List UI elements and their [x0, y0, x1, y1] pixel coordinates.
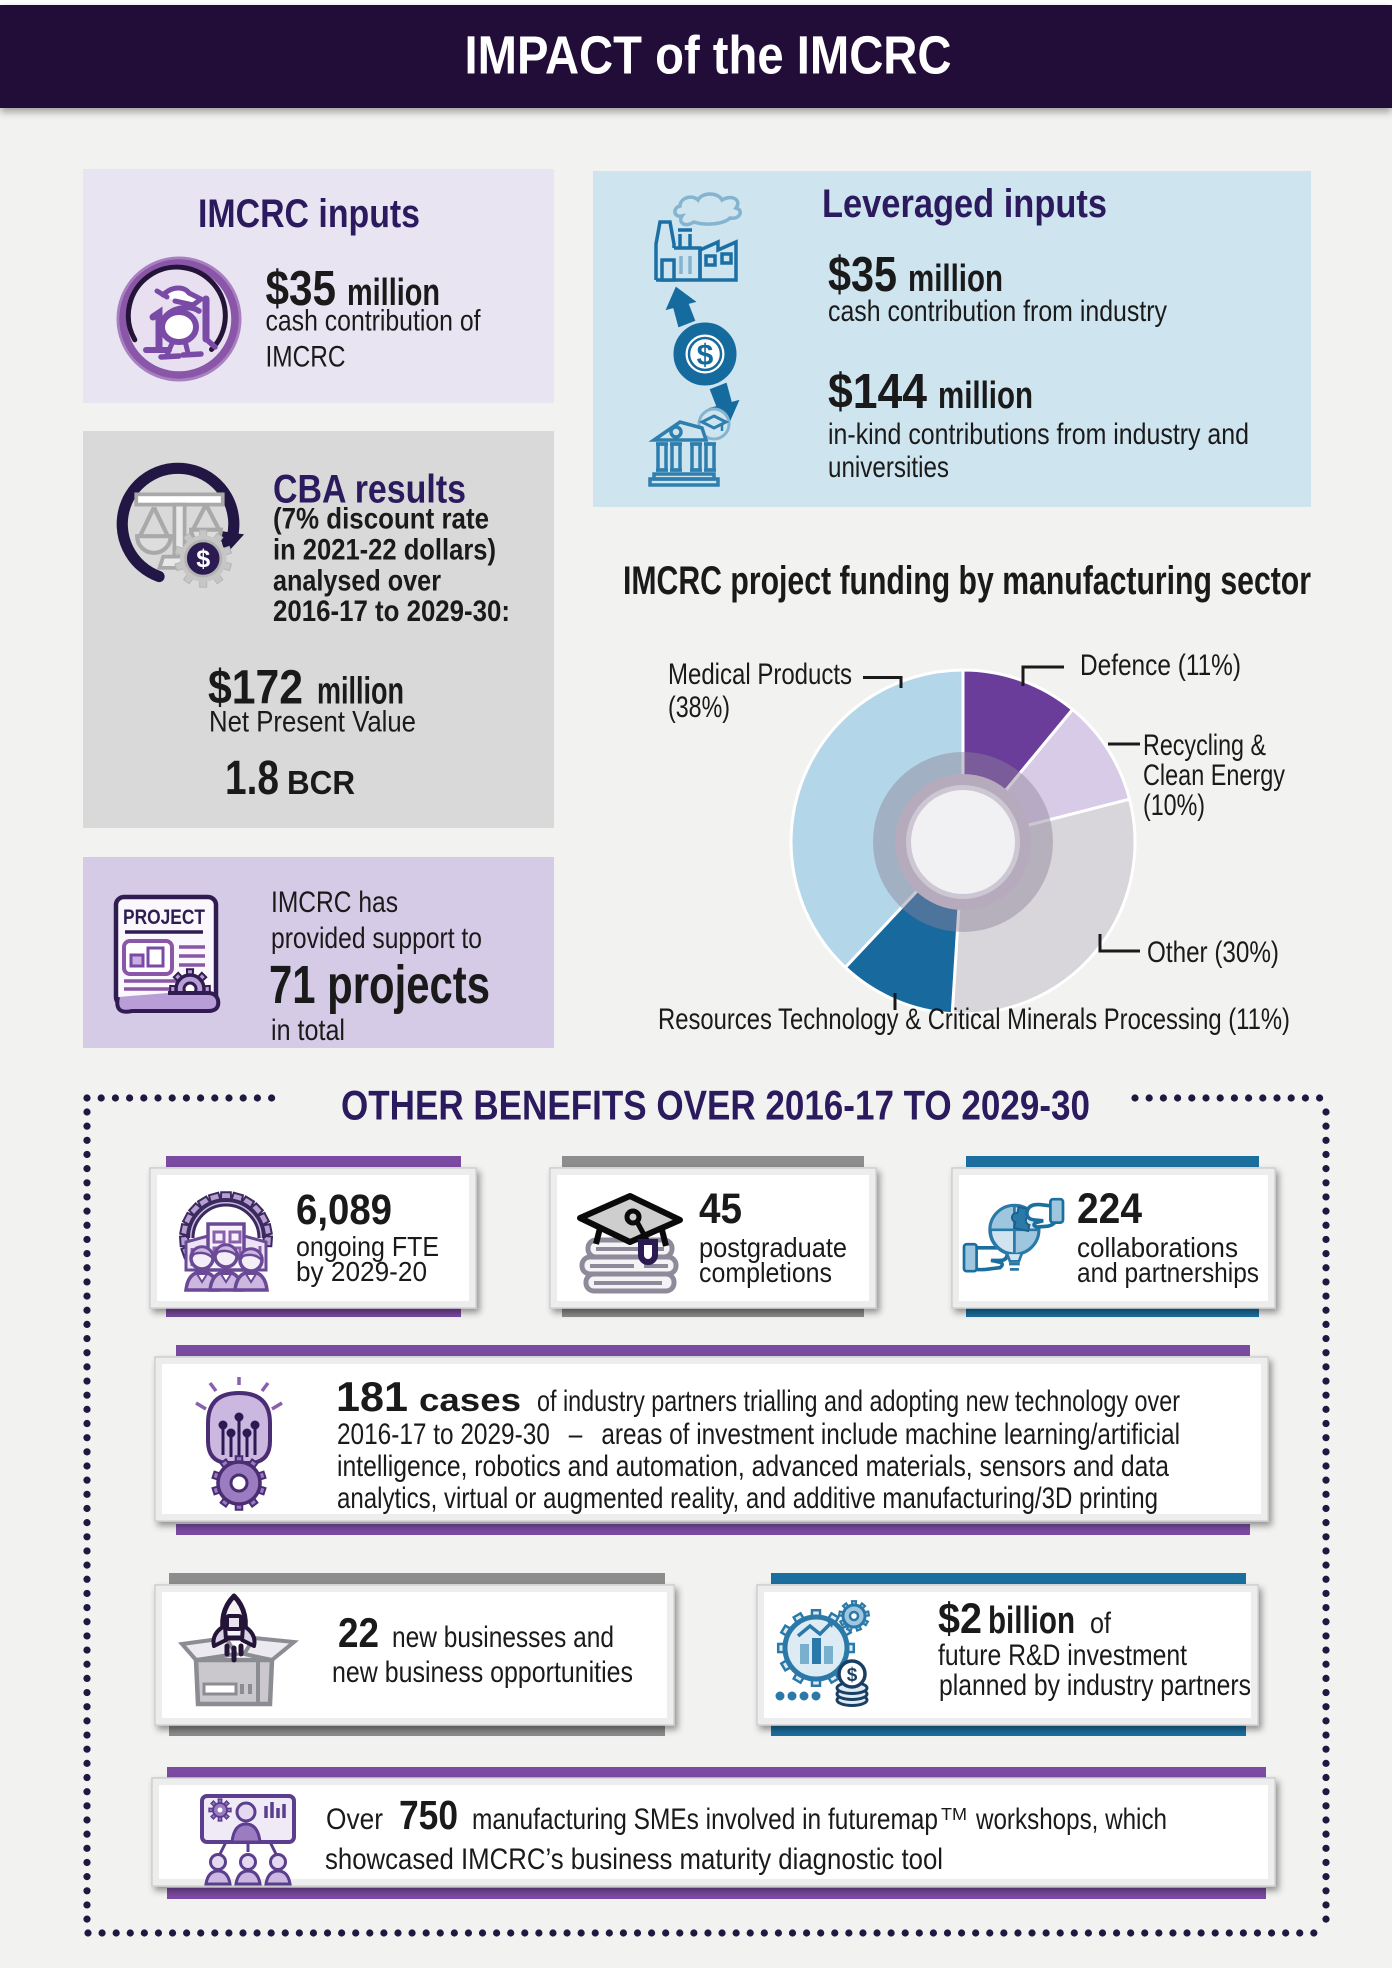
svg-text:workshops, which: workshops, which — [975, 1803, 1167, 1836]
svg-text:(10%): (10%) — [1143, 789, 1205, 822]
svg-text:by 2029-20: by 2029-20 — [296, 1256, 427, 1287]
svg-text:$2: $2 — [938, 1595, 982, 1643]
svg-text:Clean Energy: Clean Energy — [1143, 759, 1285, 792]
svg-text:IMCRC project funding by manuf: IMCRC project funding by manufacturing s… — [623, 559, 1311, 603]
svg-text:22: 22 — [338, 1609, 379, 1656]
svg-text:IMCRC inputs: IMCRC inputs — [198, 192, 420, 236]
svg-text:Medical Products: Medical Products — [668, 658, 852, 691]
svg-text:in 2021-22 dollars): in 2021-22 dollars) — [273, 534, 496, 567]
svg-text:planned by industry partners: planned by industry partners — [939, 1669, 1251, 1702]
svg-text:$: $ — [196, 545, 210, 573]
svg-text:new business opportunities: new business opportunities — [332, 1656, 633, 1689]
svg-text:analysed over: analysed over — [273, 565, 441, 598]
svg-text:cases: cases — [419, 1382, 521, 1418]
svg-text:$: $ — [847, 1665, 858, 1686]
svg-text:million: million — [347, 272, 440, 314]
svg-text:Over: Over — [326, 1803, 383, 1836]
svg-text:Other (30%): Other (30%) — [1147, 936, 1279, 969]
svg-text:71 projects: 71 projects — [269, 955, 490, 1015]
svg-text:collaborations: collaborations — [1077, 1232, 1238, 1263]
svg-text:(7% discount rate: (7% discount rate — [273, 503, 489, 536]
svg-text:$35: $35 — [266, 262, 337, 316]
svg-text:(38%): (38%) — [668, 691, 730, 724]
svg-text:181: 181 — [336, 1373, 408, 1420]
svg-text:$: $ — [697, 339, 714, 372]
svg-text:224: 224 — [1077, 1185, 1142, 1233]
svg-text:million: million — [908, 258, 1003, 300]
svg-text:CBA results: CBA results — [273, 468, 466, 512]
svg-text:and partnerships: and partnerships — [1077, 1257, 1259, 1288]
svg-text:Net Present Value: Net Present Value — [209, 706, 416, 739]
svg-text:750: 750 — [399, 1792, 458, 1838]
svg-text:postgraduate: postgraduate — [699, 1232, 847, 1263]
svg-text:1.8: 1.8 — [225, 752, 279, 805]
svg-text:in total: in total — [271, 1014, 345, 1047]
svg-text:$35: $35 — [828, 248, 897, 302]
svg-text:ongoing FTE: ongoing FTE — [296, 1231, 439, 1262]
svg-text:intelligence, robotics and aut: intelligence, robotics and automation, a… — [337, 1450, 1169, 1483]
svg-text:cash contribution from industr: cash contribution from industry — [828, 295, 1167, 328]
svg-text:BCR: BCR — [287, 764, 355, 801]
svg-text:Defence (11%): Defence (11%) — [1080, 649, 1241, 682]
svg-text:TM: TM — [941, 1804, 967, 1824]
svg-text:45: 45 — [699, 1185, 742, 1233]
svg-text:IMCRC has: IMCRC has — [271, 886, 398, 919]
svg-text:new businesses and: new businesses and — [392, 1621, 614, 1654]
svg-text:PROJECT: PROJECT — [123, 906, 205, 929]
svg-text:billion: billion — [988, 1600, 1075, 1642]
svg-text:cash contribution of: cash contribution of — [266, 305, 482, 338]
svg-text:2016-17 to 2029-30:: 2016-17 to 2029-30: — [273, 595, 510, 628]
svg-text:future R&D investment: future R&D investment — [938, 1639, 1188, 1672]
svg-text:6,089: 6,089 — [296, 1186, 392, 1234]
svg-text:completions: completions — [699, 1257, 832, 1288]
svg-text:OTHER BENEFITS OVER 2016-17 TO: OTHER BENEFITS OVER 2016-17 TO 2029-30 — [341, 1081, 1090, 1128]
svg-text:in-kind contributions from ind: in-kind contributions from industry and — [828, 418, 1249, 451]
svg-text:2016-17 to 2029-30 – areas o: 2016-17 to 2029-30 – areas of investment… — [337, 1418, 1180, 1451]
svg-text:of: of — [1090, 1607, 1112, 1640]
svg-text:Recycling &: Recycling & — [1143, 729, 1266, 762]
svg-text:manufacturing SMEs involved in: manufacturing SMEs involved in futuremap — [472, 1803, 938, 1836]
svg-text:provided support to: provided support to — [271, 922, 482, 955]
svg-text:showcased IMCRC’s business mat: showcased IMCRC’s business maturity diag… — [325, 1843, 943, 1876]
svg-text:$172: $172 — [208, 662, 303, 715]
svg-text:IMCRC: IMCRC — [266, 341, 346, 374]
svg-text:Leveraged inputs: Leveraged inputs — [822, 182, 1107, 226]
svg-text:Resources Technology & Critica: Resources Technology & Critical Minerals… — [658, 1003, 1290, 1036]
svg-text:$144: $144 — [828, 365, 927, 419]
svg-text:million: million — [938, 375, 1033, 417]
svg-text:IMPACT of the IMCRC: IMPACT of the IMCRC — [465, 26, 952, 86]
svg-text:analytics, virtual or augmente: analytics, virtual or augmented reality,… — [337, 1482, 1158, 1515]
svg-text:million: million — [317, 671, 404, 713]
svg-text:of industry partners trialling: of industry partners trialling and adopt… — [537, 1385, 1180, 1418]
svg-text:universities: universities — [828, 451, 949, 484]
